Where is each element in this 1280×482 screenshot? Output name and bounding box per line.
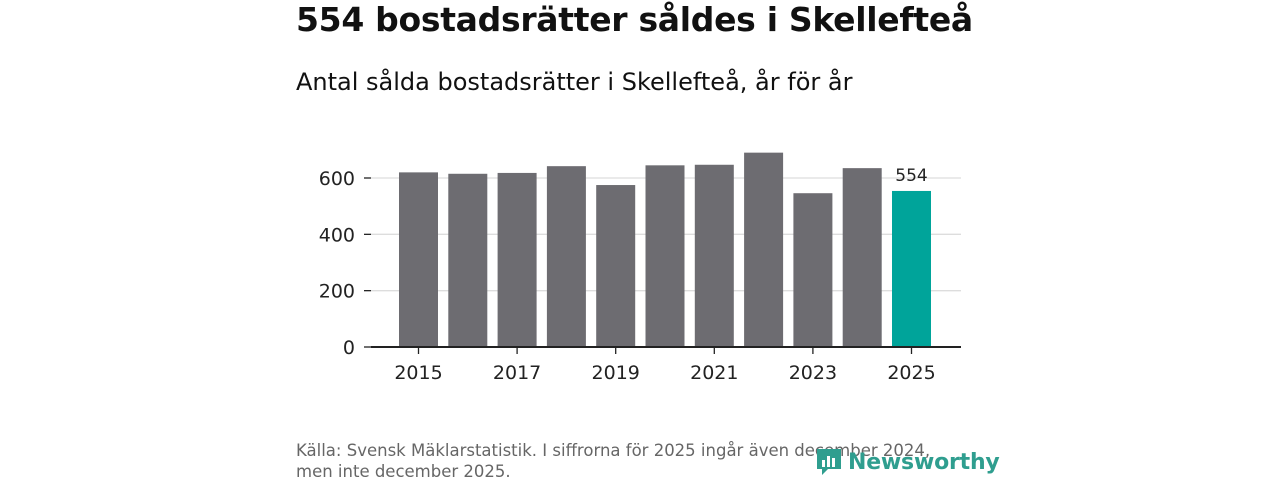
y-tick-label: 400 — [319, 224, 355, 246]
bar-2022 — [744, 152, 784, 347]
bar-2025 — [892, 190, 931, 347]
bar-2020 — [645, 165, 685, 347]
bar-chart-logo-icon — [817, 449, 841, 475]
x-tick-label: 2015 — [394, 362, 442, 384]
x-tick-label: 2019 — [592, 362, 640, 384]
x-tick-label: 2021 — [690, 362, 738, 384]
source-note: Källa: Svensk Mäklarstatistik. I siffror… — [296, 441, 931, 481]
axes — [364, 177, 961, 354]
bar-2021 — [694, 164, 734, 347]
bar-2016 — [448, 173, 488, 347]
bar-2024 — [842, 168, 882, 347]
brand-name: Newsworthy — [848, 449, 1000, 475]
data-label-2025: 554 — [895, 166, 927, 186]
bar-2015 — [399, 172, 438, 347]
x-tick-label: 2017 — [493, 362, 541, 384]
bar-2018 — [546, 166, 586, 347]
bars — [399, 152, 931, 347]
brand-logo: Newsworthy — [814, 445, 1000, 479]
y-tick-label: 200 — [319, 281, 355, 303]
bar-2017 — [497, 172, 537, 347]
y-tick-label: 0 — [343, 337, 355, 359]
bar-2019 — [596, 185, 636, 347]
y-tick-label: 600 — [319, 168, 355, 190]
chart-subtitle: Antal sålda bostadsrätter i Skellefteå, … — [296, 68, 853, 96]
chart-title: 554 bostadsrätter såldes i Skellefteå — [296, 0, 973, 39]
bar-2023 — [793, 193, 833, 347]
x-tick-label: 2025 — [887, 362, 935, 384]
labels: 0 200 400 600 2015 2017 2019 2021 2023 2025 554 — [319, 166, 936, 384]
x-tick-label: 2023 — [789, 362, 837, 384]
